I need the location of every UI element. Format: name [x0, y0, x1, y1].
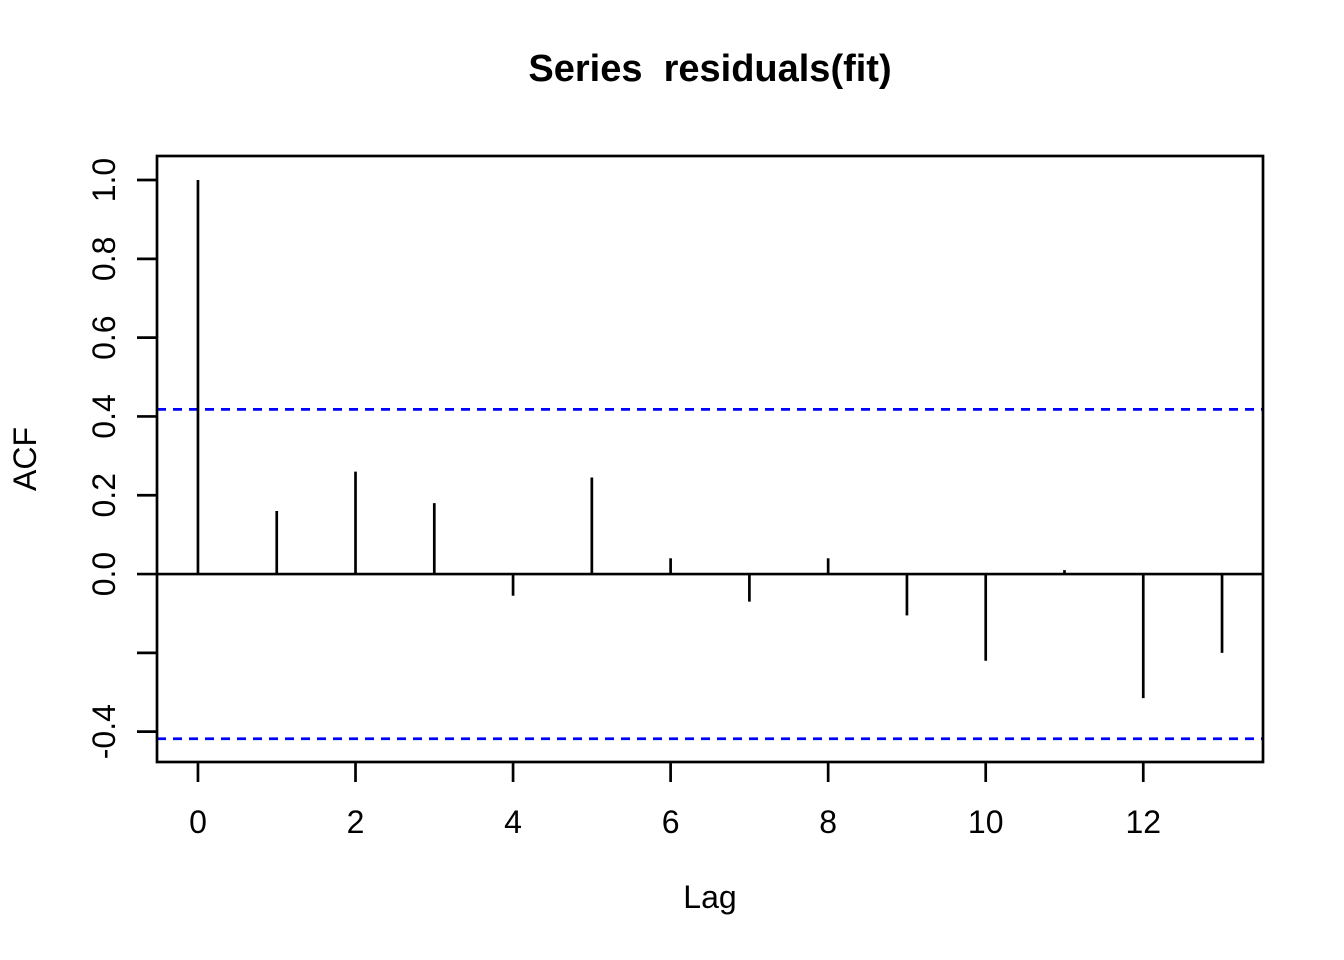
y-tick-label: -0.4: [86, 704, 122, 759]
y-tick-label: 0.4: [86, 394, 122, 438]
plot-content: 0 2 4 6 8 10 12 1.0 0.8 0.6 0.4 0.2 0.0 -0.4: [86, 154, 1265, 840]
plot-border: [155, 154, 1265, 764]
x-tick-label: 6: [662, 804, 680, 840]
x-tick-label: 8: [819, 804, 837, 840]
y-tick-label: 0.6: [86, 315, 122, 359]
y-axis-label: ACF: [7, 427, 43, 491]
y-tick-label: 1.0: [86, 158, 122, 202]
y-tick-label: 0.2: [86, 473, 122, 517]
y-tick-label: 0.8: [86, 237, 122, 281]
chart-title: Series residuals(fit): [528, 48, 891, 90]
x-tick-label: 4: [504, 804, 522, 840]
x-axis-label: Lag: [683, 879, 736, 915]
y-tick-label: 0.0: [86, 552, 122, 596]
x-tick-label: 2: [347, 804, 365, 840]
x-tick-label: 10: [968, 804, 1004, 840]
x-tick-label: 12: [1125, 804, 1161, 840]
x-tick-label: 0: [189, 804, 207, 840]
